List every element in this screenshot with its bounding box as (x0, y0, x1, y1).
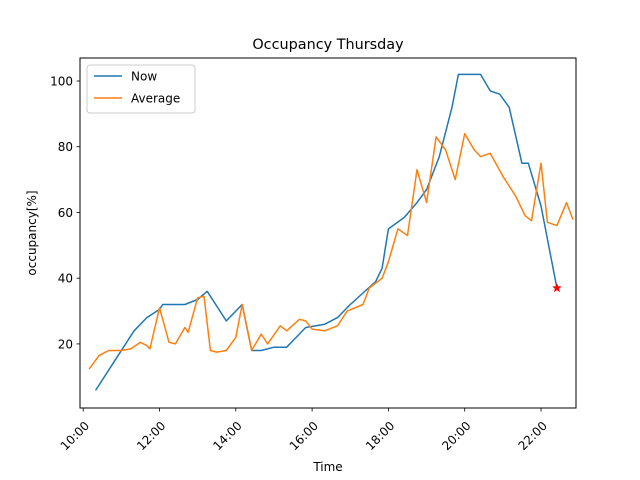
y-tick-label: 40 (58, 272, 73, 286)
plot-frame (79, 57, 577, 409)
y-tick-label: 100 (50, 75, 73, 89)
chart-title: Occupancy Thursday (252, 37, 404, 53)
legend: Now Average (86, 64, 196, 114)
y-tick-label: 20 (58, 337, 73, 351)
x-axis-label: Time (312, 460, 342, 474)
y-axis: 20 40 60 80 100 (50, 75, 80, 351)
series-line-now (95, 73, 558, 391)
y-tick-label: 80 (58, 140, 73, 154)
legend-label-average: Average (131, 92, 180, 106)
legend-box (86, 64, 196, 114)
legend-label-now: Now (131, 70, 157, 84)
current-value-marker (551, 282, 562, 293)
series-line-average (88, 132, 574, 370)
plot-area (88, 73, 574, 391)
y-axis-label: occupancy[%] (25, 190, 39, 275)
y-tick-label: 60 (58, 206, 73, 220)
